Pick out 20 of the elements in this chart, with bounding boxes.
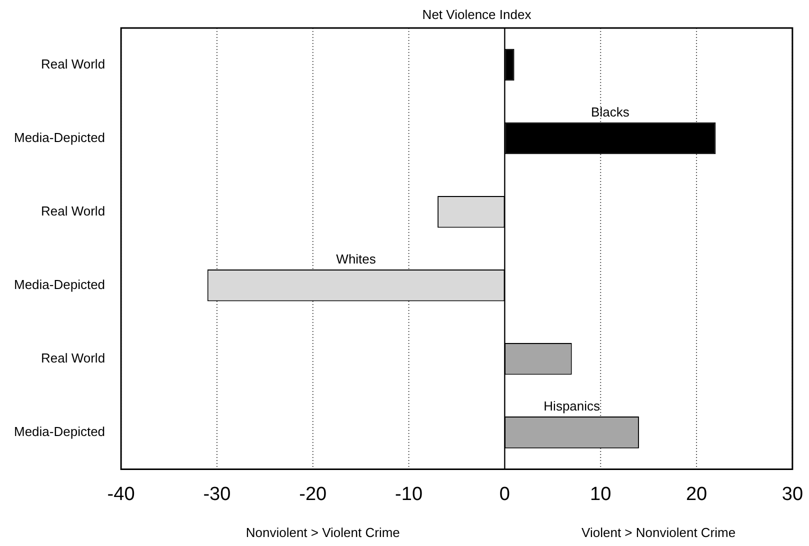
x-tick-label: -30 [203,484,231,505]
y-tick-label: Real World [40,203,106,218]
chart-title: Net Violence Index [422,7,532,22]
x-tick-label: -10 [395,484,423,505]
x-tick-label: 20 [686,484,708,505]
y-tick-label: Real World [40,56,106,72]
series-label: Whites [336,252,376,267]
y-tick-label: Media-Depicted [14,276,106,292]
x-tick-label: -20 [299,484,327,505]
series-label: Hispanics [544,398,601,414]
x-tick-label: 0 [499,484,510,505]
x-tick-label: 30 [782,484,804,505]
y-tick-label: Media-Depicted [14,424,106,440]
text: Violent > Nonviolent Crime [582,525,736,540]
x-tick-label: -40 [107,484,135,505]
y-tick-label: Real World [40,350,106,366]
text: Nonviolent > Violent Crime [246,525,400,540]
x-tick-label: 10 [590,484,612,505]
y-tick-label: Media-Depicted [14,130,106,145]
series-label: Blacks [591,104,630,120]
